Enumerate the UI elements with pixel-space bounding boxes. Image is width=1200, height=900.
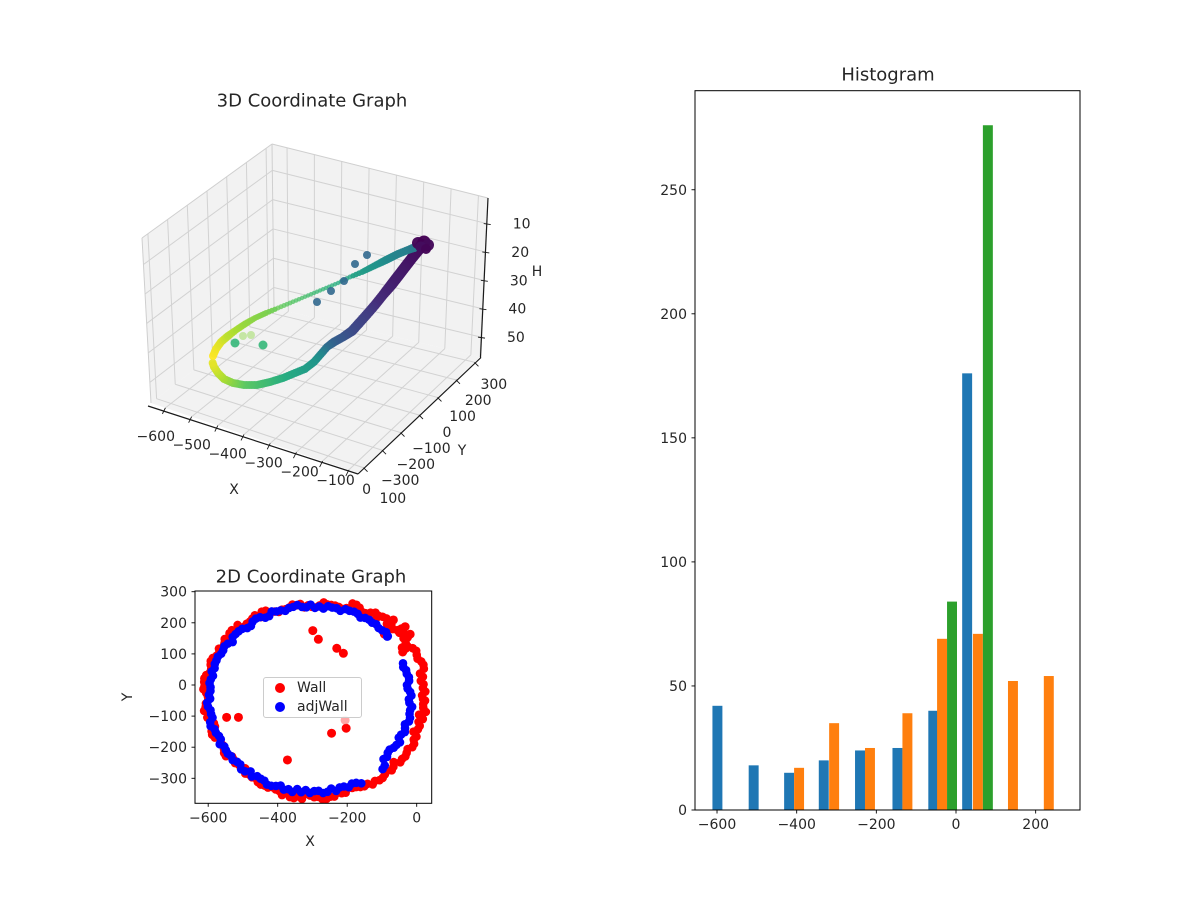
legend-marker-wall [275, 683, 285, 694]
legend-label-adjwall: adjWall [297, 698, 348, 715]
histogram-bar [982, 125, 993, 810]
svg-text:0: 0 [678, 803, 687, 819]
legend-label-wall: Wall [297, 680, 327, 697]
histogram-bar [864, 747, 875, 810]
histogram-bar [947, 601, 957, 810]
chart3d-yaxis-label: Y [457, 443, 467, 459]
histogram-bar [1007, 680, 1018, 810]
svg-text:50: 50 [669, 679, 687, 695]
svg-text:−100: −100 [412, 441, 450, 457]
chart3d-zaxis-label: H [531, 264, 543, 280]
svg-text:−200: −200 [149, 740, 187, 756]
svg-text:−200: −200 [280, 464, 318, 480]
histogram-bar [1043, 676, 1054, 810]
chart2d-adjwall-points [202, 600, 417, 798]
svg-text:50: 50 [507, 330, 525, 346]
chart2d-xaxis-label: X [305, 834, 315, 850]
svg-text:100: 100 [660, 555, 687, 571]
chart3d-xaxis-label: X [229, 482, 239, 498]
svg-text:200: 200 [160, 616, 187, 632]
chart3d-panes [142, 144, 488, 473]
svg-text:0: 0 [952, 817, 961, 833]
svg-text:0: 0 [362, 482, 371, 498]
svg-text:100: 100 [449, 409, 476, 425]
histogram-bar [818, 760, 829, 810]
histogram-bar [855, 750, 865, 810]
histogram-bar [712, 705, 723, 810]
chart3d-scatter [208, 235, 434, 389]
svg-text:20: 20 [511, 245, 529, 261]
histogram-bar [748, 765, 759, 810]
histogram-bar [794, 767, 805, 810]
svg-text:250: 250 [660, 183, 687, 199]
legend-entry-wall: Wall [264, 680, 361, 697]
svg-text:10: 10 [513, 217, 531, 233]
svg-text:−100: −100 [316, 473, 354, 489]
chart2d-yaxis-label: Y [120, 692, 136, 702]
svg-text:40: 40 [508, 302, 526, 318]
svg-text:300: 300 [160, 585, 187, 601]
svg-text:0: 0 [443, 425, 452, 441]
histogram-bar [902, 713, 913, 810]
legend-entry-adjwall: adjWall [264, 698, 361, 715]
histogram-bar [972, 633, 983, 810]
svg-text:200: 200 [660, 307, 687, 323]
svg-text:100: 100 [160, 647, 187, 663]
chart2d-axes: −600 −400 −200 0 300 200 100 0 −100 −200 −300 [149, 585, 433, 826]
svg-text:−600: −600 [189, 810, 227, 826]
histogram-bar [962, 373, 973, 810]
svg-text:200: 200 [465, 393, 492, 409]
svg-text:100: 100 [379, 491, 406, 507]
svg-text:−200: −200 [397, 457, 435, 473]
svg-text:−600: −600 [137, 429, 175, 445]
svg-text:−400: −400 [208, 447, 246, 463]
chart2d-title: 2D Coordinate Graph [215, 566, 407, 588]
histogram-axes: −600 −400 −200 0 200 0 50 100 150 200 250 [660, 90, 1081, 833]
svg-text:−600: −600 [698, 817, 736, 833]
svg-text:200: 200 [1022, 817, 1049, 833]
histogram-title: Histogram [841, 64, 935, 86]
svg-text:150: 150 [660, 431, 687, 447]
svg-text:−300: −300 [244, 455, 282, 471]
svg-text:−500: −500 [172, 438, 210, 454]
svg-text:0: 0 [178, 678, 187, 694]
svg-text:0: 0 [412, 810, 421, 826]
chart3d-title: 3D Coordinate Graph [216, 90, 408, 112]
svg-text:−300: −300 [149, 771, 187, 787]
legend-marker-adjwall [275, 701, 285, 712]
svg-text:−100: −100 [149, 709, 187, 725]
svg-text:−300: −300 [381, 473, 419, 489]
histogram-bar [937, 638, 948, 810]
histogram-bar [928, 710, 939, 810]
svg-text:−200: −200 [857, 817, 895, 833]
histogram-bar [829, 723, 840, 810]
svg-text:−400: −400 [258, 810, 296, 826]
chart2d-legend: Wall adjWall [263, 677, 362, 718]
svg-text:−200: −200 [328, 810, 366, 826]
svg-text:300: 300 [480, 377, 507, 393]
histogram-bar [784, 772, 795, 810]
chart3d-tick-labels: −600−500−400−300−200−1000100−300−200−100… [137, 217, 531, 507]
svg-text:30: 30 [510, 273, 528, 289]
histogram-bars [712, 125, 1054, 810]
svg-text:−400: −400 [777, 817, 815, 833]
chart3d-grid [141, 143, 489, 471]
histogram-bar [892, 747, 903, 810]
